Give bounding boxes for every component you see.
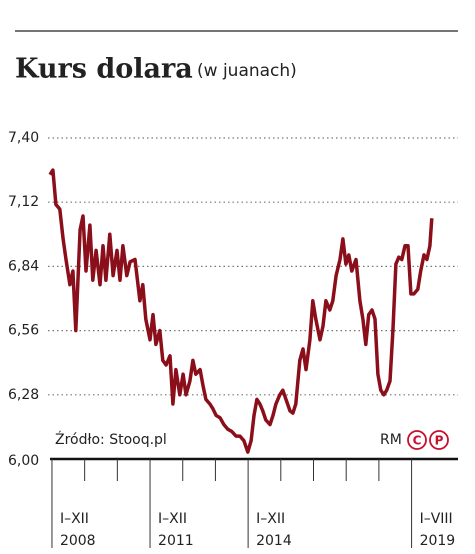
chart-subtitle: (w juanach) — [197, 61, 297, 81]
badge: C — [413, 434, 422, 448]
badge-circle — [407, 430, 427, 450]
y-tick-label: 7,40 — [8, 130, 39, 146]
source: Źródło: Stooq.pl — [55, 430, 167, 448]
y-tick-label: 6,00 — [8, 453, 39, 469]
y-tick-label: 6,56 — [8, 323, 39, 339]
x-tick-label: I–XII 2014 — [256, 511, 292, 549]
y-tick-label: 6,84 — [8, 258, 39, 274]
y-tick-label: 6,28 — [8, 387, 39, 403]
y-tick-label: 7,12 — [8, 194, 39, 210]
x-tick-label: I–VIII 2019 — [420, 511, 456, 549]
credit: RM — [380, 432, 402, 448]
badge-circle — [429, 430, 449, 450]
series-line — [48, 168, 434, 454]
chart-title: Kurs dolara — [15, 54, 193, 85]
x-tick-label: I–XII 2008 — [60, 511, 96, 549]
badge: P — [435, 434, 444, 448]
x-tick-label: I–XII 2011 — [158, 511, 194, 549]
